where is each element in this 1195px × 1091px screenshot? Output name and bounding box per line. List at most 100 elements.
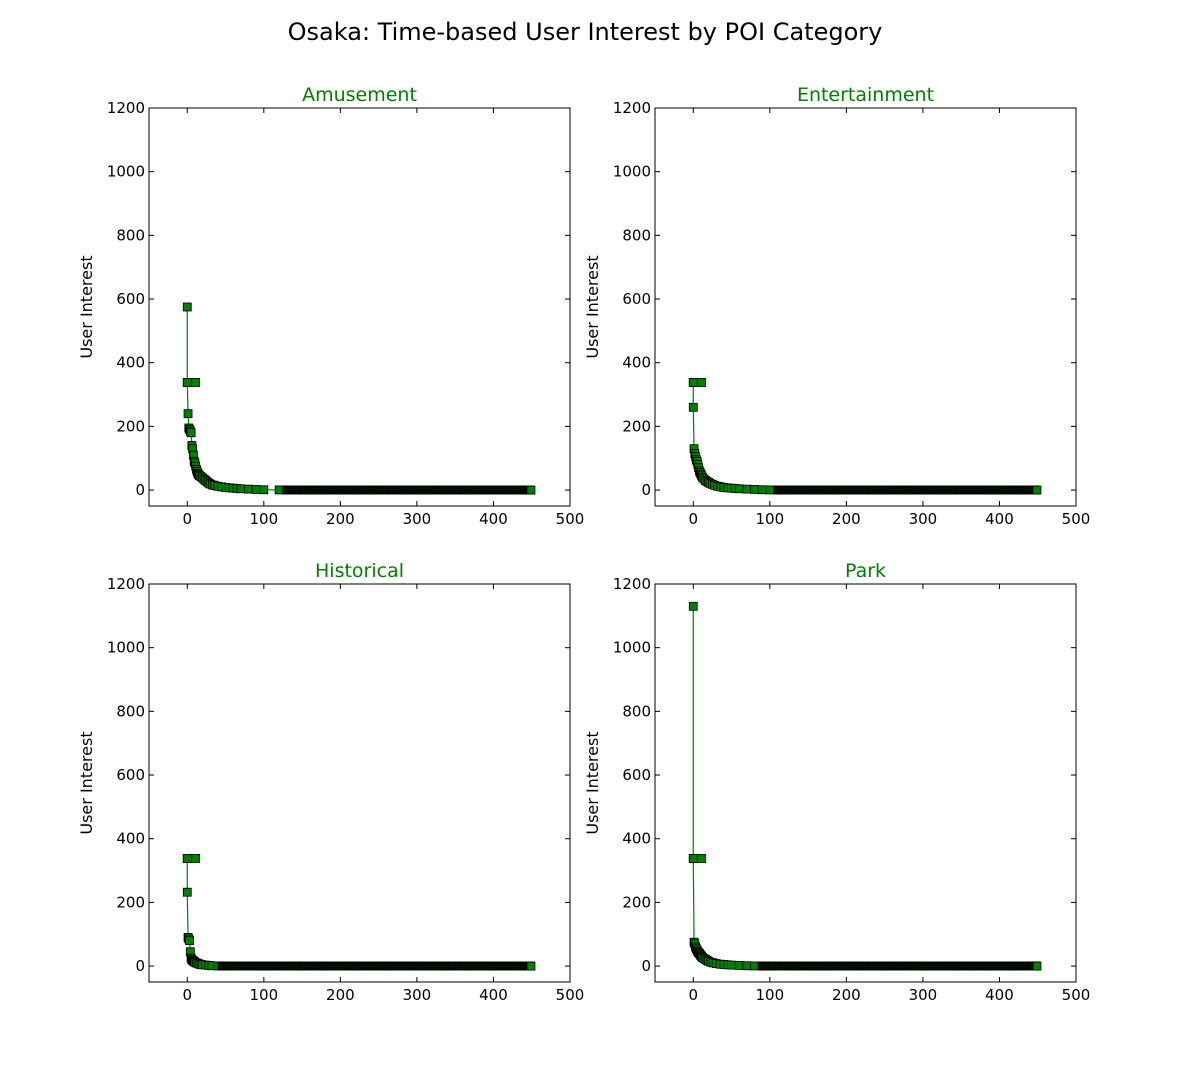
y-tick-label: 1200	[107, 99, 145, 117]
data-point	[191, 854, 201, 863]
data-point	[182, 887, 192, 897]
y-tick-label: 400	[622, 830, 651, 848]
data-point	[697, 854, 707, 863]
y-axis-label: User Interest	[583, 255, 602, 358]
y-tick-label: 800	[622, 702, 651, 720]
data-point	[688, 601, 698, 611]
data-point	[244, 484, 253, 494]
data-point	[750, 485, 759, 494]
x-tick-label: 500	[1062, 986, 1091, 1004]
x-tick-label: 200	[326, 986, 355, 1004]
x-tick-label: 200	[326, 510, 355, 528]
subplot-amusement: Amusement User Interest 0 100 200 300 400 500 0 2…	[77, 84, 584, 528]
data-point	[182, 378, 192, 387]
data-point	[750, 961, 759, 971]
x-tick-label: 100	[249, 510, 278, 528]
data-point	[1032, 961, 1042, 971]
x-tick-label: 0	[182, 986, 192, 1004]
y-tick-label: 600	[622, 766, 651, 784]
subplot-title: Entertainment	[797, 84, 934, 106]
y-tick-label: 0	[135, 481, 145, 499]
y-tick-label: 0	[641, 957, 651, 975]
data-point	[727, 960, 736, 970]
y-axis-label: User Interest	[77, 731, 96, 834]
y-tick-label: 1200	[107, 575, 145, 593]
x-tick-label: 200	[832, 986, 861, 1004]
data-point	[757, 485, 767, 495]
y-axis-label: User Interest	[583, 731, 602, 834]
x-tick-label: 100	[249, 986, 278, 1004]
data-point	[182, 302, 192, 312]
x-tick-label: 100	[755, 510, 784, 528]
y-tick-label: 600	[116, 290, 145, 308]
x-tick-label: 300	[909, 986, 938, 1004]
y-tick-label: 200	[116, 893, 145, 911]
x-tick-label: 500	[1062, 510, 1091, 528]
y-axis-label: User Interest	[77, 255, 96, 358]
y-tick-label: 400	[622, 354, 651, 372]
data-point	[182, 854, 192, 863]
data-point	[191, 378, 201, 387]
y-tick-label: 400	[116, 830, 145, 848]
subplot-entertainment: Entertainment User Interest 0 100 200 300 400 5…	[583, 84, 1090, 528]
x-tick-label: 400	[985, 510, 1014, 528]
data-point	[274, 485, 284, 495]
data-point	[742, 961, 752, 971]
subplot-park: Park User Interest 0 100 200 300 400 500 0 200 400…	[583, 560, 1090, 1004]
axes-frame	[148, 107, 571, 507]
data-point	[734, 484, 744, 494]
x-tick-label: 0	[182, 510, 192, 528]
x-tick-label: 300	[403, 510, 432, 528]
y-tick-label: 1000	[107, 639, 145, 657]
axes-frame	[148, 583, 571, 983]
data-point	[259, 485, 269, 495]
x-tick-label: 0	[688, 986, 698, 1004]
y-tick-label: 0	[135, 957, 145, 975]
figure-title: Osaka: Time-based User Interest by POI C…	[287, 18, 883, 46]
data-point	[526, 485, 536, 495]
y-tick-label: 1000	[107, 163, 145, 181]
x-tick-label: 400	[479, 510, 508, 528]
data-point	[734, 961, 744, 970]
data-point	[742, 484, 752, 494]
x-tick-label: 200	[832, 510, 861, 528]
y-tick-label: 200	[622, 893, 651, 911]
x-tick-label: 500	[556, 986, 585, 1004]
subplot-historical: Historical User Interest 0 100 200 300 400 500 0…	[77, 560, 584, 1004]
y-tick-label: 1000	[613, 163, 651, 181]
x-tick-label: 400	[985, 986, 1014, 1004]
data-point	[688, 402, 698, 412]
y-tick-label: 800	[116, 702, 145, 720]
data-point	[765, 485, 775, 495]
y-tick-label: 400	[116, 354, 145, 372]
data-point	[1032, 485, 1042, 495]
y-tick-label: 1000	[613, 639, 651, 657]
data-point	[236, 484, 246, 494]
y-tick-label: 800	[116, 226, 145, 244]
y-tick-label: 1200	[613, 575, 651, 593]
x-tick-label: 400	[479, 986, 508, 1004]
data-point	[183, 409, 193, 419]
data-point	[186, 428, 196, 438]
y-tick-label: 600	[116, 766, 145, 784]
y-tick-label: 600	[622, 290, 651, 308]
subplot-title: Historical	[315, 560, 404, 582]
data-point	[526, 961, 536, 971]
axes-frame	[654, 583, 1077, 983]
x-tick-label: 500	[556, 510, 585, 528]
y-tick-label: 800	[622, 226, 651, 244]
x-tick-label: 300	[909, 510, 938, 528]
x-tick-label: 0	[688, 510, 698, 528]
data-point	[688, 854, 698, 863]
y-tick-label: 200	[622, 417, 651, 435]
data-point	[251, 485, 261, 494]
subplot-title: Amusement	[302, 84, 417, 106]
x-tick-label: 300	[403, 986, 432, 1004]
data-point	[185, 936, 194, 946]
x-tick-label: 100	[755, 986, 784, 1004]
y-tick-label: 0	[641, 481, 651, 499]
y-tick-label: 200	[116, 417, 145, 435]
subplot-title: Park	[845, 560, 886, 582]
